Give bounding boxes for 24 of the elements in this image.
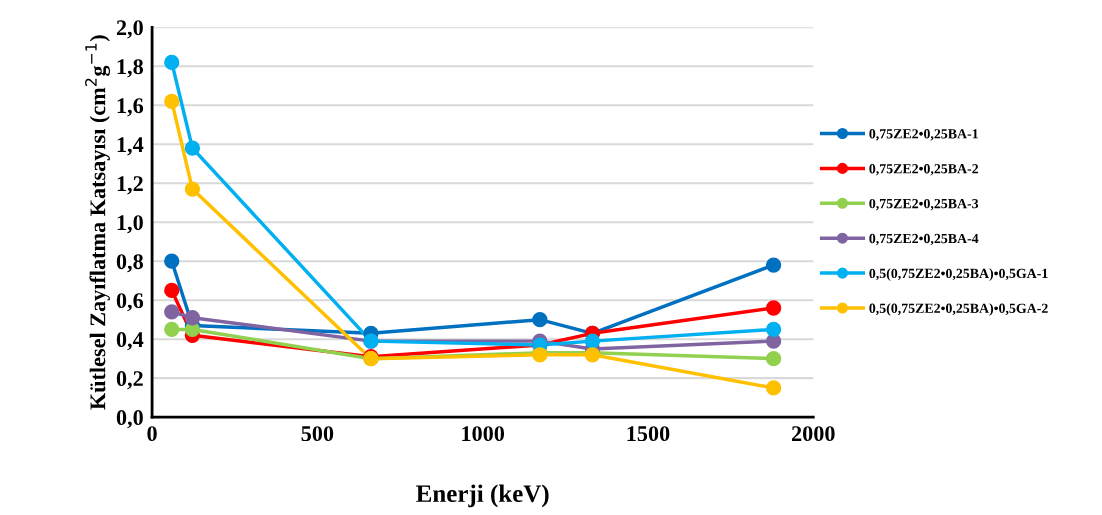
legend-label: 0,5(0,75ZE2•0,25BA)•0,5GA-2 bbox=[869, 303, 1048, 316]
legend-label: 0,5(0,75ZE2•0,25BA)•0,5GA-1 bbox=[869, 268, 1048, 281]
y-tick-label: 0,0 bbox=[116, 410, 143, 429]
y-tick-label: 0,2 bbox=[116, 371, 143, 390]
legend-label: 0,75ZE2•0,25BA-1 bbox=[869, 129, 978, 141]
x-tick-label: 0 bbox=[147, 426, 157, 442]
y-tick-label: 1,4 bbox=[117, 137, 144, 156]
legend-label: 0,75ZE2•0,25BA-2 bbox=[869, 164, 979, 176]
legend-label: 0,75ZE2•0,25BA-3 bbox=[869, 198, 979, 211]
x-tick-label: 500 bbox=[301, 426, 334, 442]
y-axis-title: Kütlesel Zayıflatma Katsayısı (cm$^{2}$g$^{−1}$) bbox=[85, 35, 111, 410]
y-tick-label: 2,0 bbox=[116, 20, 143, 39]
x-tick-label: 1000 bbox=[462, 426, 505, 442]
y-tick-label: 1,2 bbox=[117, 176, 143, 195]
x-tick-label: 1500 bbox=[627, 426, 670, 442]
y-tick-label: 0,8 bbox=[116, 254, 144, 273]
legend-label: 0,75ZE2•0,25BA-4 bbox=[869, 233, 979, 246]
y-tick-label: 0,6 bbox=[116, 293, 144, 312]
y-tick-label: 1,6 bbox=[117, 98, 144, 117]
x-tick-label: 2000 bbox=[791, 426, 835, 442]
y-tick-label: 1,8 bbox=[117, 59, 144, 78]
x-axis-title: Enerji (keV) bbox=[416, 484, 549, 508]
y-tick-label: 1,0 bbox=[117, 215, 143, 234]
y-tick-label: 0,4 bbox=[116, 332, 144, 351]
